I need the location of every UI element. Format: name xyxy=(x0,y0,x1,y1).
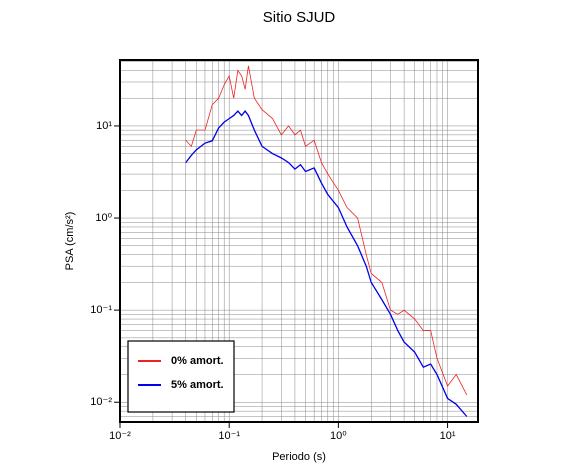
y-tick-label: 10⁰ xyxy=(95,212,112,224)
x-tick-label: 10⁻¹ xyxy=(218,430,240,442)
y-tick-label: 10⁻¹ xyxy=(90,304,112,316)
series-line xyxy=(185,110,468,417)
legend-label: 0% amort. xyxy=(171,355,224,367)
x-tick-label: 10⁰ xyxy=(330,430,347,442)
legend-label: 5% amort. xyxy=(171,379,224,391)
plot-frame xyxy=(119,59,479,423)
chart-title: Sitio SJUD xyxy=(263,9,336,26)
y-axis-label: PSA (cm/s²) xyxy=(64,212,76,271)
series-line xyxy=(185,65,468,396)
x-tick-label: 10¹ xyxy=(440,430,456,442)
legend-box xyxy=(127,340,235,413)
x-tick-label: 10⁻² xyxy=(109,430,131,442)
x-axis-label: Periodo (s) xyxy=(272,451,326,463)
y-tick-label: 10¹ xyxy=(96,120,112,132)
y-tick-label: 10⁻² xyxy=(90,396,112,408)
legend: 0% amort. 5% amort. xyxy=(127,340,235,413)
